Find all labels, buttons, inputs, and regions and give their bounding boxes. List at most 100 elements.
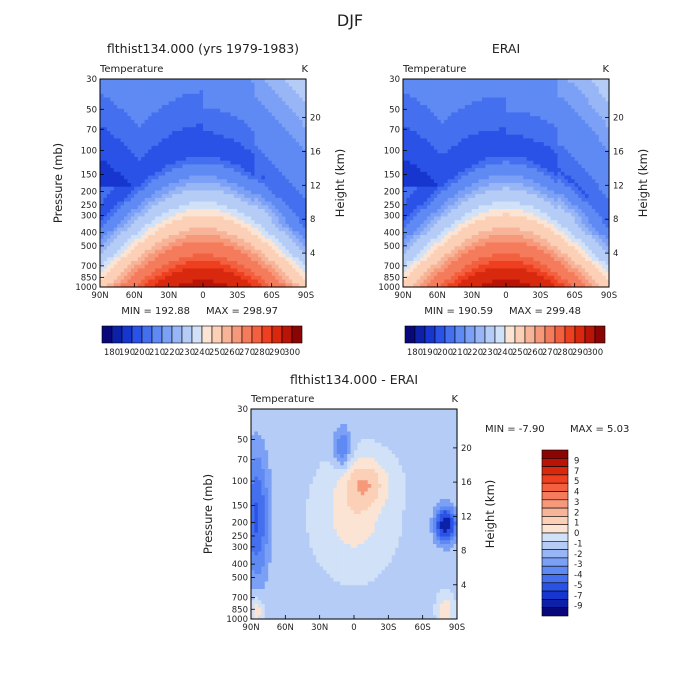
contour-cell: [223, 183, 228, 188]
contour-cell: [230, 116, 235, 121]
contour-cell: [189, 275, 194, 281]
contour-cell: [406, 171, 411, 177]
contour-cell: [209, 168, 214, 173]
contour-cell: [602, 79, 607, 84]
contour-cell: [144, 257, 149, 262]
contour-cell: [113, 97, 118, 102]
contour-cell: [557, 145, 562, 151]
contour-cell: [457, 171, 462, 177]
contour-cell: [223, 108, 228, 114]
contour-cell: [251, 257, 256, 262]
contour-cell: [288, 153, 293, 158]
contour-cell: [288, 216, 293, 221]
contour-cell: [100, 157, 105, 162]
y-tick-label: 250: [81, 201, 97, 211]
contour-cell: [151, 205, 156, 210]
contour-cell: [247, 220, 252, 225]
contour-cell: [240, 268, 245, 273]
contour-cell: [268, 235, 273, 240]
contour-cell: [124, 190, 129, 195]
contour-cell: [509, 127, 514, 132]
contour-cell: [172, 142, 177, 147]
contour-cell: [288, 93, 293, 99]
y2-tick-label: 12: [310, 181, 321, 191]
contour-cell: [175, 275, 180, 281]
contour-cell: [144, 209, 149, 214]
contour-cell: [271, 90, 276, 95]
contour-cell: [230, 201, 235, 206]
contour-cell: [113, 131, 118, 136]
contour-cell: [254, 253, 259, 258]
contour-cell: [299, 179, 304, 184]
contour-cell: [137, 119, 142, 125]
contour-cell: [106, 105, 111, 110]
contour-cell: [175, 105, 180, 110]
contour-cell: [264, 246, 269, 251]
contour-cell: [240, 209, 245, 214]
contour-cell: [110, 197, 115, 203]
contour-cell: [223, 175, 228, 180]
contour-cell: [560, 160, 565, 166]
contour-cell: [175, 183, 180, 188]
contour-cell: [237, 227, 242, 232]
contour-cell: [223, 86, 228, 91]
contour-cell: [292, 272, 297, 277]
contour-cell: [227, 205, 232, 210]
contour-cell: [199, 205, 204, 210]
contour-cell: [103, 275, 108, 281]
contour-cell: [148, 261, 153, 266]
contour-cell: [237, 223, 242, 229]
contour-cell: [295, 145, 300, 151]
contour-cell: [526, 105, 531, 110]
contour-cell: [264, 253, 269, 258]
contour-cell: [533, 101, 538, 106]
contour-cell: [100, 149, 105, 154]
contour-cell: [264, 179, 269, 184]
contour-cell: [254, 82, 259, 88]
contour-cell: [275, 153, 280, 158]
contour-cell: [254, 212, 259, 218]
contour-cell: [172, 119, 177, 125]
contour-cell: [220, 190, 225, 195]
contour-cell: [288, 112, 293, 117]
contour-cell: [409, 153, 414, 158]
contour-cell: [578, 145, 583, 151]
contour-cell: [227, 238, 232, 244]
contour-cell: [409, 90, 414, 95]
contour-cell: [292, 238, 297, 244]
contour-cell: [151, 253, 156, 258]
contour-cell: [485, 168, 490, 173]
contour-cell: [209, 86, 214, 91]
contour-cell: [185, 194, 190, 199]
contour-cell: [605, 123, 610, 128]
colorbar-swatch: [151, 325, 163, 344]
contour-cell: [220, 153, 225, 158]
contour-cell: [495, 168, 500, 173]
contour-cell: [233, 168, 238, 173]
contour-cell: [285, 116, 290, 121]
contour-cell: [257, 246, 262, 251]
contour-cell: [161, 116, 166, 121]
contour-cell: [151, 183, 156, 188]
contour-cell: [203, 209, 208, 214]
contour-cell: [409, 119, 414, 125]
contour-cell: [278, 197, 283, 203]
contour-cell: [471, 86, 476, 91]
contour-cell: [203, 227, 208, 232]
colorbar-swatch: [171, 325, 183, 344]
contour-cell: [124, 175, 129, 180]
contour-cell: [216, 82, 221, 88]
contour-cell: [295, 160, 300, 166]
contour-cell: [120, 190, 125, 195]
contour-cell: [151, 283, 156, 288]
contour-cell: [257, 257, 262, 262]
contour-cell: [227, 253, 232, 258]
contour-cell: [495, 127, 500, 132]
contour-cell: [206, 134, 211, 140]
contour-cell: [209, 216, 214, 221]
contour-cell: [275, 112, 280, 117]
contour-cell: [237, 145, 242, 151]
contour-cell: [454, 171, 459, 177]
contour-cell: [206, 119, 211, 125]
contour-cell: [106, 131, 111, 136]
